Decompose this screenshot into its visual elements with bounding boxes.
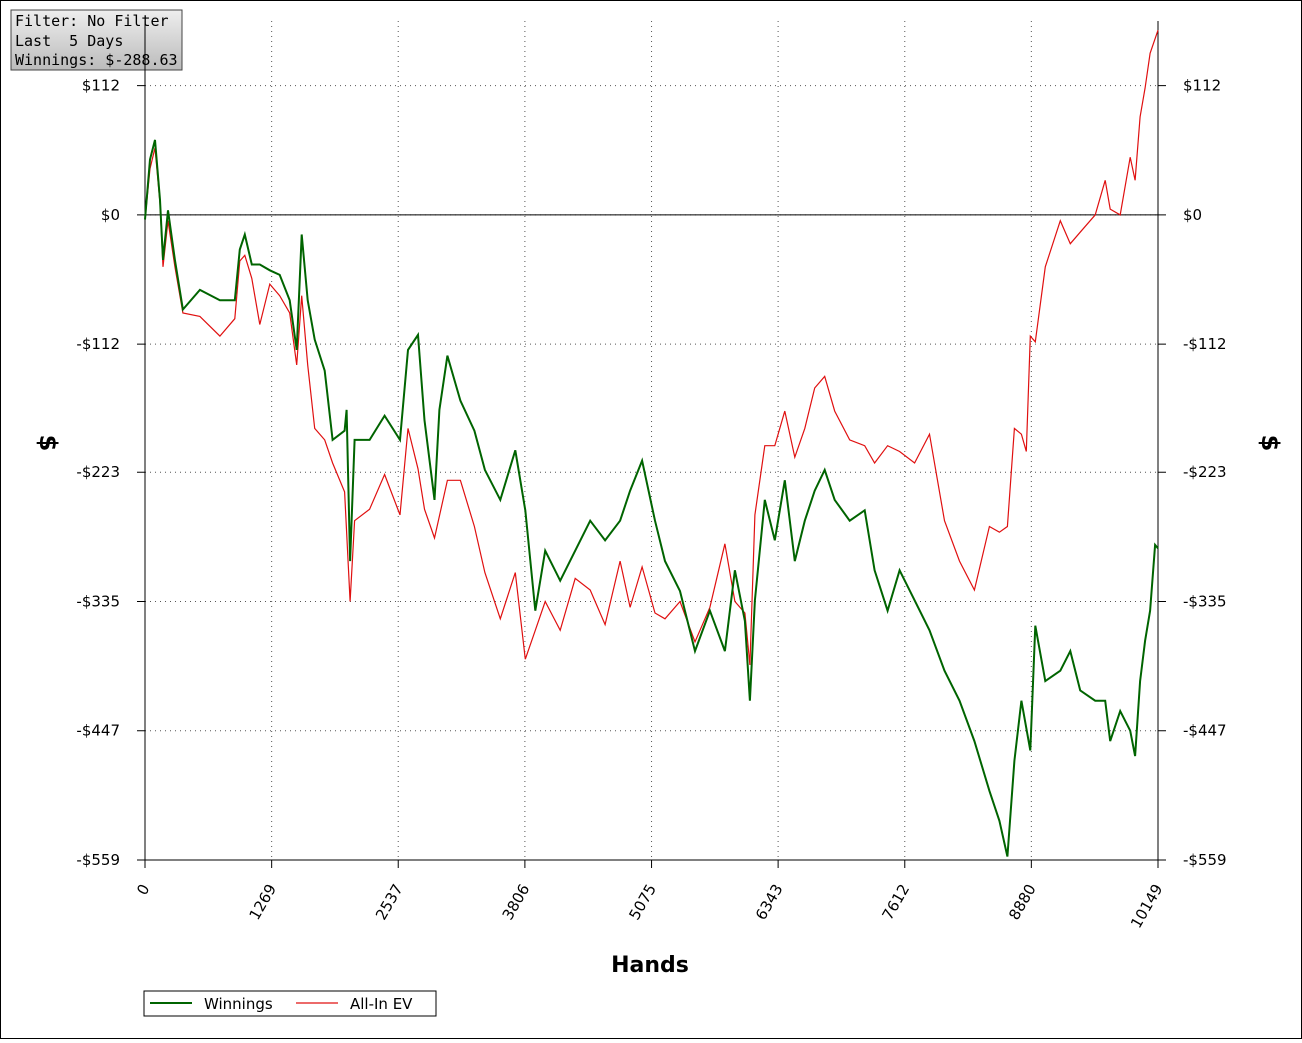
y2-tick-label: $112 bbox=[1183, 77, 1221, 95]
info-line: Winnings: $-288.63 bbox=[15, 51, 178, 69]
series-line bbox=[144, 30, 1159, 666]
y2-tick-label: -$223 bbox=[1183, 463, 1227, 481]
y2-tick-label: -$559 bbox=[1183, 851, 1227, 869]
y-tick-label: $112 bbox=[82, 77, 120, 95]
y-axis-label: $ bbox=[34, 435, 62, 452]
info: Filter: No Filter Last 5 Days Winnings: … bbox=[15, 12, 178, 69]
legend-box bbox=[143, 990, 437, 1017]
x-axis-label: Hands bbox=[611, 953, 689, 978]
legend-label: All-In EV bbox=[350, 995, 413, 1013]
y-tick-label: -$112 bbox=[76, 335, 120, 353]
y2-tick-label: -$447 bbox=[1183, 722, 1227, 740]
y-tick-label: -$335 bbox=[76, 592, 120, 610]
info-box bbox=[10, 9, 183, 71]
y-tick-label: $0 bbox=[101, 206, 120, 224]
info-line: Filter: No Filter bbox=[15, 12, 169, 30]
y-tick-label: -$447 bbox=[76, 722, 120, 740]
y-tick-label: -$559 bbox=[76, 851, 120, 869]
legend-label: Winnings bbox=[204, 995, 273, 1013]
y2-tick-label: $0 bbox=[1183, 206, 1202, 224]
y2-tick-label: -$335 bbox=[1183, 592, 1227, 610]
y2-tick-label: -$112 bbox=[1183, 335, 1227, 353]
info-line: Last 5 Days bbox=[15, 32, 123, 50]
y2-axis-label: $ bbox=[1256, 435, 1284, 452]
y-tick-label: -$223 bbox=[76, 463, 120, 481]
series-line bbox=[144, 139, 1159, 857]
